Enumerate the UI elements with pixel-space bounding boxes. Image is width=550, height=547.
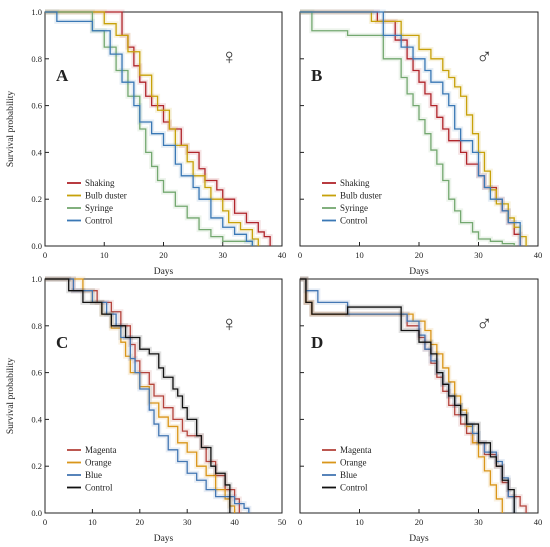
- x-tick-label: 0: [298, 250, 302, 260]
- series-line-orange: [300, 278, 503, 513]
- series-line-bulb-duster: [45, 11, 259, 246]
- legend-label: Orange: [340, 458, 367, 468]
- male-symbol: ♂: [476, 311, 493, 336]
- panel-letter: A: [56, 66, 69, 85]
- x-axis-label: Days: [154, 267, 174, 277]
- legend-label: Blue: [340, 470, 357, 480]
- legend-label: Control: [85, 483, 113, 493]
- panel-letter: C: [56, 333, 68, 352]
- legend-label: Control: [85, 216, 113, 226]
- series-line-syringe: [45, 11, 254, 246]
- y-tick-label: 0.4: [31, 147, 42, 157]
- x-tick-label: 40: [278, 250, 287, 260]
- y-tick-label: 0.0: [31, 508, 42, 518]
- legend-label: Shaking: [85, 178, 115, 188]
- y-tick-label: 0.2: [31, 194, 42, 204]
- legend-label: Bulb duster: [340, 191, 382, 201]
- legend-label: Syringe: [340, 203, 368, 213]
- plot-frame: [44, 278, 283, 514]
- y-tick-label: 0.6: [31, 101, 42, 111]
- series-line-control: [45, 278, 231, 513]
- x-tick-label: 30: [474, 250, 483, 260]
- legend-label: Syringe: [85, 203, 113, 213]
- x-tick-label: 10: [355, 250, 364, 260]
- y-tick-label: 0.8: [31, 54, 42, 64]
- x-tick-label: 10: [355, 517, 364, 527]
- x-tick-label: 40: [534, 250, 543, 260]
- male-symbol: ♂: [476, 44, 493, 69]
- series-line-blue: [45, 278, 250, 513]
- series-line-control: [300, 278, 515, 513]
- series-line-control: [45, 11, 254, 246]
- x-tick-label: 20: [415, 517, 424, 527]
- legend-label: Blue: [85, 470, 102, 480]
- legend-label: Control: [340, 483, 368, 493]
- legend-label: Shaking: [340, 178, 370, 188]
- x-axis-label: Days: [409, 534, 429, 544]
- panel-b: 0 10 20 30 40 Days B ♂ Shaking Bulb duster Syringe…: [298, 9, 543, 277]
- panel-c: 0 10 20 30 40 50 0.0 0.2 0.4 0.6 0.8 1.0 Days C ♀ Magen…: [31, 274, 286, 544]
- y-tick-label: 0.2: [31, 461, 42, 471]
- x-tick-label: 20: [415, 250, 424, 260]
- female-symbol: ♀: [221, 44, 238, 69]
- panel-a: 0 10 20 30 40 0.0 0.2 0.4 0.6 0.8 1.0 Days A ♀ Shaking…: [31, 7, 286, 277]
- y-tick-label: 0.6: [31, 368, 42, 378]
- series-line-syringe: [300, 11, 515, 246]
- panel-letter: B: [311, 66, 322, 85]
- legend-label: Magenta: [340, 445, 372, 455]
- x-tick-label: 10: [88, 517, 97, 527]
- panel-letter: D: [311, 333, 323, 352]
- series-line-control: [300, 11, 521, 246]
- y-tick-label: 1.0: [31, 7, 42, 17]
- x-tick-label: 30: [474, 517, 483, 527]
- y-tick-label: 0.0: [31, 241, 42, 251]
- y-tick-label: 1.0: [31, 274, 42, 284]
- x-tick-label: 30: [219, 250, 228, 260]
- y-axis-label: Survival probability: [6, 358, 16, 435]
- y-axis-label: Survival probability: [6, 91, 16, 168]
- y-tick-label: 0.4: [31, 414, 42, 424]
- y-tick-label: 0.8: [31, 321, 42, 331]
- legend-label: Orange: [85, 458, 112, 468]
- x-tick-label: 30: [183, 517, 192, 527]
- legend-label: Bulb duster: [85, 191, 127, 201]
- x-tick-label: 0: [43, 517, 47, 527]
- x-tick-label: 10: [100, 250, 109, 260]
- x-tick-label: 20: [159, 250, 168, 260]
- legend-label: Magenta: [85, 445, 117, 455]
- x-tick-label: 0: [43, 250, 47, 260]
- x-tick-label: 40: [534, 517, 543, 527]
- x-axis-label: Days: [409, 267, 429, 277]
- x-tick-label: 50: [278, 517, 287, 527]
- panel-d: 0 10 20 30 40 Days D ♂ Magenta Orange Blue Control: [298, 276, 543, 544]
- legend-label: Control: [340, 216, 368, 226]
- x-tick-label: 40: [230, 517, 239, 527]
- x-tick-label: 0: [298, 517, 302, 527]
- x-tick-label: 20: [136, 517, 145, 527]
- x-axis-label: Days: [154, 534, 174, 544]
- female-symbol: ♀: [221, 311, 238, 336]
